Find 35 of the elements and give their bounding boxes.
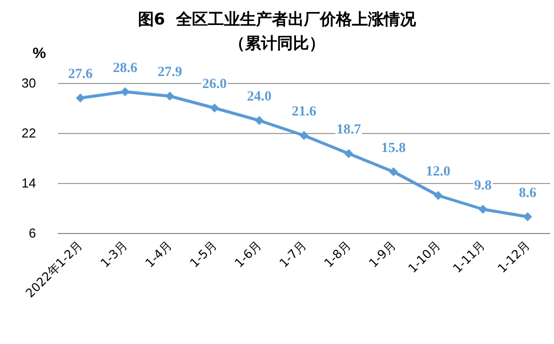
data-label: 21.6 bbox=[292, 104, 316, 120]
x-tick-label: 1-7月 bbox=[276, 238, 309, 270]
x-tick-label: 1-6月 bbox=[232, 238, 264, 270]
data-label: 26.0 bbox=[202, 77, 227, 92]
point bbox=[165, 92, 174, 101]
y-axis-title: % bbox=[32, 45, 46, 62]
data-label: 9.8 bbox=[474, 178, 492, 194]
point bbox=[76, 94, 85, 102]
point bbox=[434, 191, 443, 200]
x-tick-label: 1-3月 bbox=[98, 238, 130, 270]
point bbox=[344, 149, 354, 158]
point bbox=[388, 167, 398, 176]
y-tick-label: 14 bbox=[22, 176, 36, 190]
point bbox=[254, 116, 264, 125]
data-label: 27.6 bbox=[68, 67, 93, 82]
point bbox=[210, 104, 220, 112]
x-tick-label: 1-8月 bbox=[321, 238, 354, 270]
data-label: 24.0 bbox=[247, 90, 272, 104]
data-label: 28.6 bbox=[112, 60, 138, 76]
point bbox=[300, 131, 308, 140]
data-label: 12.0 bbox=[426, 164, 450, 180]
data-label: 15.8 bbox=[381, 140, 406, 156]
point bbox=[523, 212, 532, 222]
y-tick-label: 30 bbox=[22, 76, 36, 90]
chart-title: 图6 全区工业生产者出厂价格上涨情况 bbox=[138, 10, 418, 28]
chart-subtitle: （累计同比） bbox=[229, 34, 325, 52]
data-label: 27.9 bbox=[158, 65, 182, 80]
y-tick-label: 22 bbox=[22, 126, 36, 140]
data-label: 18.7 bbox=[336, 122, 361, 138]
x-tick-label: 1-5月 bbox=[187, 238, 220, 270]
data-label: 8.6 bbox=[518, 186, 536, 201]
point bbox=[478, 204, 488, 214]
x-tick-label: 1-4月 bbox=[142, 238, 175, 270]
y-tick-label: 6 bbox=[28, 226, 36, 240]
x-tick-label: 1-9月 bbox=[366, 238, 398, 270]
